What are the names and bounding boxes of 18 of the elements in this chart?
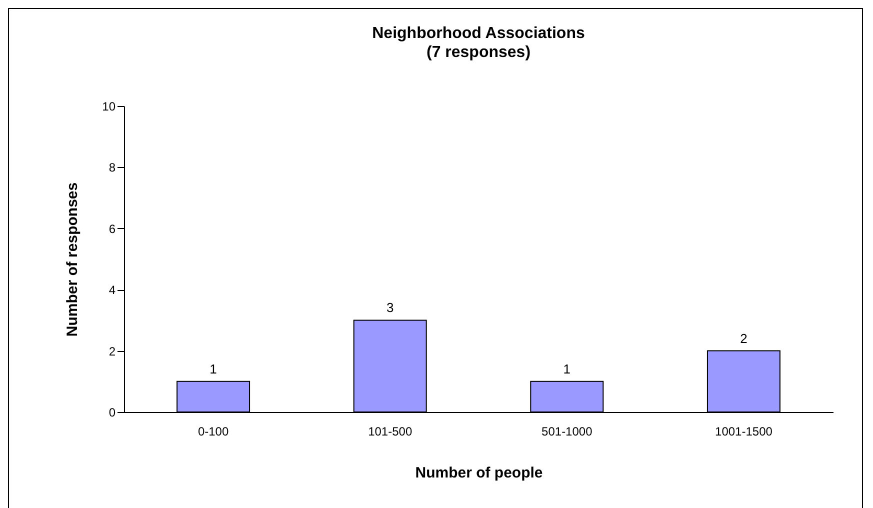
chart-title: Neighborhood Associations (372, 25, 585, 42)
x-tick-label: 1001-1500 (715, 424, 773, 438)
y-tick-label: 0 (108, 406, 116, 420)
data-label: 2 (740, 330, 748, 346)
x-axis-title: Number of people (415, 464, 543, 482)
y-tick-label: 6 (108, 222, 116, 236)
y-axis-title: Number of responses (64, 182, 82, 337)
y-tick-label: 8 (108, 160, 116, 175)
data-label: 1 (210, 361, 217, 376)
y-tick-label: 10 (102, 100, 116, 114)
x-tick-label: 0-100 (198, 424, 229, 438)
data-label: 1 (563, 361, 571, 376)
x-tick-label: 101-500 (368, 424, 412, 438)
chart-subtitle: (7 responses) (426, 44, 531, 61)
x-tick-label: 501-1000 (542, 424, 593, 438)
y-tick-label: 4 (108, 283, 116, 298)
data-label: 3 (386, 300, 394, 316)
y-tick-label: 2 (108, 344, 116, 358)
